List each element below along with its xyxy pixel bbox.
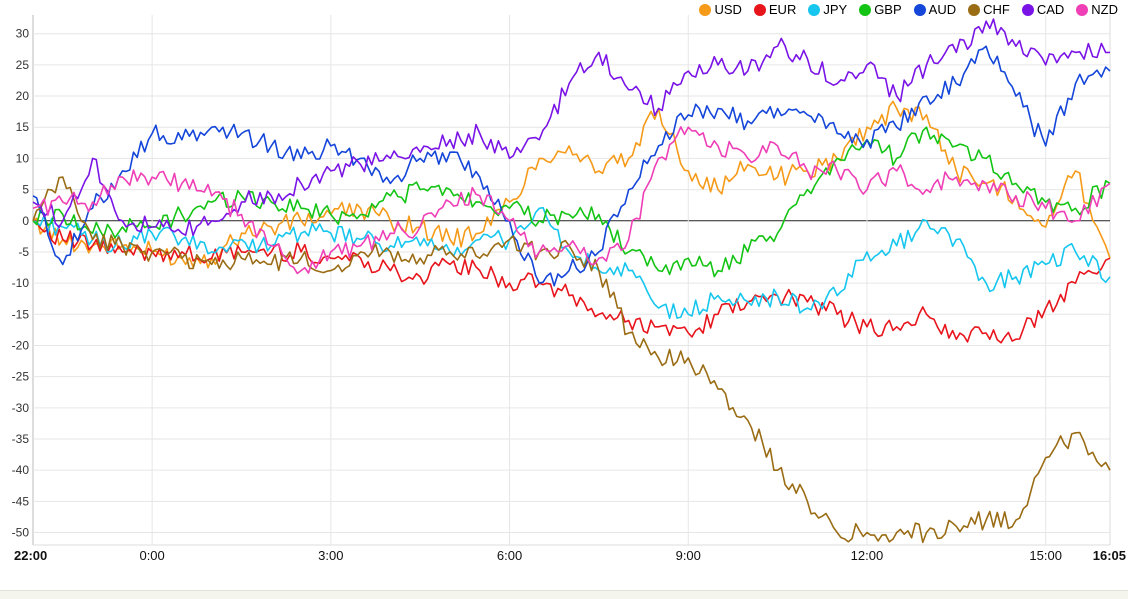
y-axis-tick-labels: 30 25 20 15 10 5 0 -5 -10 -15 -20 -25 -30 -35 -40 -45 -5… (12, 27, 30, 540)
legend-item-usd[interactable]: USD (699, 2, 742, 17)
x-tick-label: 9:00 (676, 548, 701, 563)
legend-item-chf[interactable]: CHF (968, 2, 1010, 17)
series-line-gbp[interactable] (32, 126, 1111, 278)
chart-legend: USD EUR JPY GBP AUD CHF CAD NZD (687, 2, 1118, 17)
jpy-legend-dot (808, 3, 821, 16)
y-tick-label: -35 (12, 432, 30, 446)
series-line-aud[interactable] (32, 45, 1111, 287)
y-tick-label: 15 (16, 120, 30, 134)
chf-legend-dot (968, 3, 981, 16)
y-tick-label: 25 (16, 58, 30, 72)
legend-item-jpy[interactable]: JPY (808, 2, 847, 17)
x-tick-label: 3:00 (318, 548, 343, 563)
legend-item-aud[interactable]: AUD (913, 2, 957, 17)
y-tick-label: 20 (16, 89, 30, 103)
legend-label-jpy: JPY (823, 2, 848, 17)
y-tick-label: 5 (22, 183, 29, 197)
x-axis-tick-labels: 22:00 0:00 3:00 6:00 9:00 12:00 15:00 16:05 (14, 548, 1126, 563)
y-tick-label: -45 (12, 494, 30, 508)
y-tick-label: -5 (18, 245, 29, 259)
y-tick-label: 0 (22, 214, 29, 228)
aud-legend-dot (913, 3, 926, 16)
legend-item-cad[interactable]: CAD (1021, 2, 1065, 17)
legend-item-eur[interactable]: EUR (753, 2, 797, 17)
y-tick-label: -15 (12, 307, 30, 321)
y-tick-label: 30 (16, 27, 30, 41)
usd-legend-dot (699, 3, 712, 16)
cad-legend-dot (1021, 3, 1034, 16)
x-tick-label: 6:00 (497, 548, 522, 563)
series-line-cad[interactable] (32, 18, 1111, 237)
y-tick-label: 10 (16, 151, 30, 165)
y-tick-label: -20 (12, 338, 30, 352)
legend-label-chf: CHF (983, 2, 1010, 17)
gbp-legend-dot (859, 3, 872, 16)
series-line-jpy[interactable] (32, 206, 1111, 320)
y-tick-label: -40 (12, 463, 30, 477)
legend-label-nzd: NZD (1091, 2, 1118, 17)
legend-label-cad: CAD (1036, 2, 1065, 17)
y-tick-label: -25 (12, 370, 30, 384)
legend-label-usd: USD (714, 2, 742, 17)
eur-legend-dot (753, 3, 766, 16)
bottom-bar (0, 590, 1128, 599)
legend-item-gbp[interactable]: GBP (859, 2, 902, 17)
series-line-nzd[interactable] (32, 126, 1111, 275)
chart-series (32, 18, 1111, 544)
x-tick-label: 12:00 (851, 548, 884, 563)
nzd-legend-dot (1076, 3, 1089, 16)
legend-label-gbp: GBP (874, 2, 902, 17)
series-line-eur[interactable] (32, 220, 1111, 344)
x-tick-label: 0:00 (139, 548, 164, 563)
y-tick-label: -30 (12, 401, 30, 415)
legend-label-aud: AUD (928, 2, 957, 17)
x-tick-label: 22:00 (14, 548, 47, 563)
legend-label-eur: EUR (768, 2, 797, 17)
x-tick-label: 16:05 (1093, 548, 1126, 563)
x-tick-label: 15:00 (1029, 548, 1062, 563)
y-tick-label: -10 (12, 276, 30, 290)
y-tick-label: -50 (12, 526, 30, 540)
legend-item-nzd[interactable]: NZD (1076, 2, 1118, 17)
